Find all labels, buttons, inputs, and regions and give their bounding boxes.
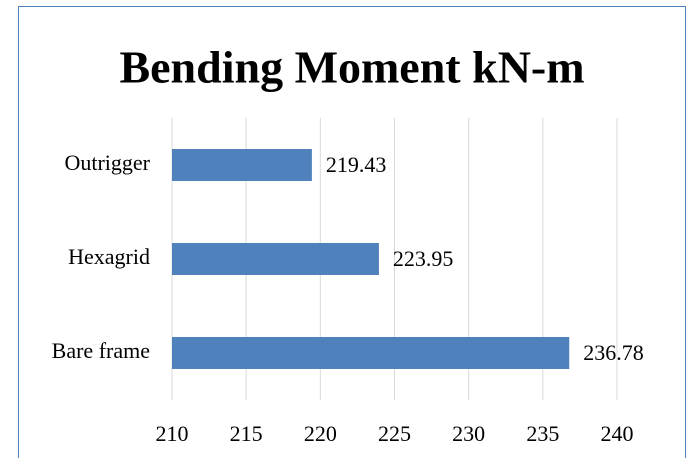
value-label: 219.43 bbox=[326, 152, 387, 177]
chart-border bbox=[18, 6, 686, 458]
value-label: 236.78 bbox=[583, 340, 644, 365]
bar bbox=[172, 243, 379, 275]
bar bbox=[172, 149, 312, 181]
y-tick-label: Bare frame bbox=[52, 338, 150, 363]
y-tick-label: Outrigger bbox=[64, 150, 150, 175]
x-tick-label: 215 bbox=[230, 421, 263, 446]
value-label: 223.95 bbox=[393, 246, 454, 271]
x-tick-label: 210 bbox=[156, 421, 189, 446]
x-tick-label: 235 bbox=[526, 421, 559, 446]
y-tick-label: Hexagrid bbox=[68, 244, 150, 269]
x-tick-label: 225 bbox=[378, 421, 411, 446]
chart-title: Bending Moment kN-m bbox=[119, 42, 584, 93]
x-tick-label: 220 bbox=[304, 421, 337, 446]
x-tick-label: 230 bbox=[452, 421, 485, 446]
bar bbox=[172, 337, 570, 369]
x-tick-label: 240 bbox=[601, 421, 634, 446]
